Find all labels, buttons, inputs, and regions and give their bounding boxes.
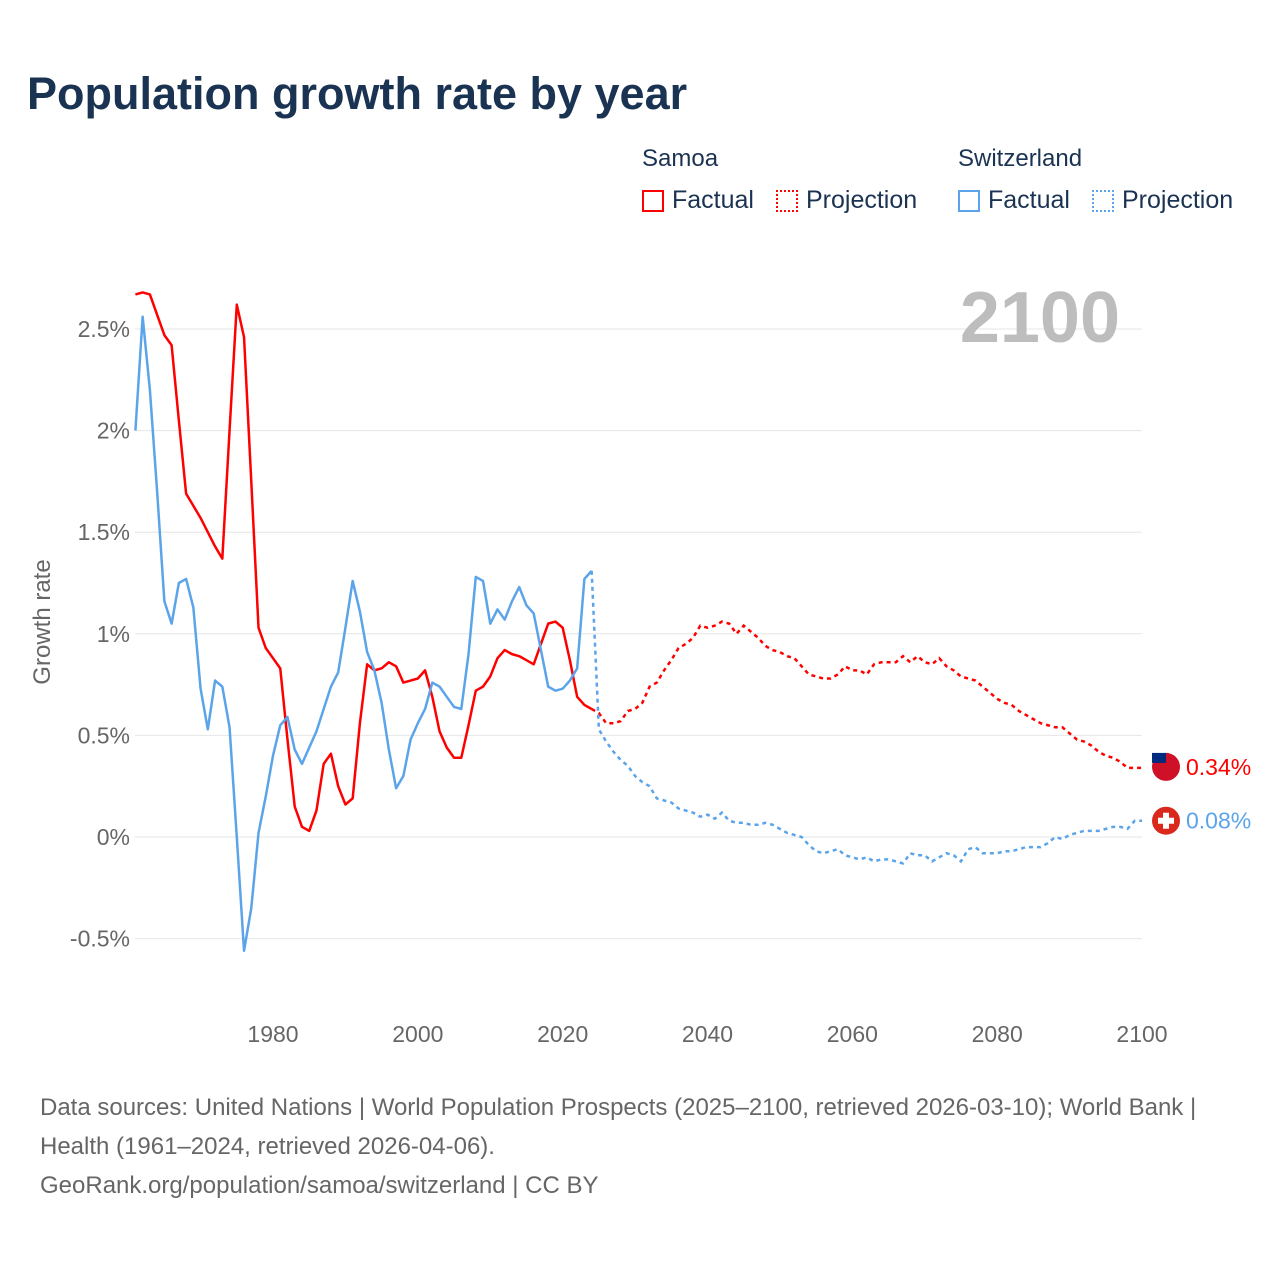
samoa-end-marker: 0.34% xyxy=(1152,752,1251,781)
chart-title: Population growth rate by year xyxy=(27,68,688,119)
y-tick-label: -0.5% xyxy=(70,926,130,952)
switzerland-factual-line xyxy=(134,315,593,953)
current-year-label: 2100 xyxy=(960,278,1120,358)
legend-item-switzerland-factual[interactable]: Factual xyxy=(958,186,1070,215)
legend-group-switzerland: Switzerland xyxy=(958,145,1083,172)
x-tick-label: 2080 xyxy=(972,1021,1023,1047)
x-tick-label: 1980 xyxy=(247,1021,298,1047)
samoa-projection-line xyxy=(591,620,1142,770)
switzerland-end-marker: 0.08% xyxy=(1152,806,1251,835)
x-tick-label: 2020 xyxy=(537,1021,588,1047)
footer: Data sources: United Nations | World Pop… xyxy=(40,1088,1240,1205)
legend-item-samoa-projection[interactable]: Projection xyxy=(776,186,917,215)
x-tick-label: 2100 xyxy=(1116,1021,1167,1047)
switzerland-projection-line xyxy=(590,570,1142,865)
samoa-flag-canton xyxy=(1152,752,1166,763)
legend-label: Projection xyxy=(1122,186,1234,214)
legend-item-switzerland-projection[interactable]: Projection xyxy=(1092,186,1233,215)
x-tick-label: 2060 xyxy=(827,1021,878,1047)
legend-label: Factual xyxy=(672,186,754,214)
y-axis-label: Growth rate xyxy=(29,559,56,684)
legend-swatch-solid xyxy=(958,189,980,212)
y-tick-label: 1.5% xyxy=(78,519,130,545)
footer-sources: Data sources: United Nations | World Pop… xyxy=(40,1094,1197,1160)
legend-group-samoa: Samoa xyxy=(642,145,719,172)
swiss-cross xyxy=(1158,817,1174,824)
y-tick-label: 1% xyxy=(97,621,130,647)
samoa-end-value: 0.34% xyxy=(1186,754,1251,780)
y-tick-label: 0% xyxy=(97,824,130,850)
switzerland-end-value: 0.08% xyxy=(1186,808,1251,834)
legend-item-samoa-factual[interactable]: Factual xyxy=(642,186,754,215)
footer-link[interactable]: GeoRank.org/population/samoa/switzerland… xyxy=(40,1172,599,1199)
y-tick-label: 2.5% xyxy=(78,316,130,342)
y-tick-label: 2% xyxy=(97,418,130,444)
y-tick-label: 0.5% xyxy=(78,722,130,748)
x-tick-label: 2040 xyxy=(682,1021,733,1047)
legend-label: Projection xyxy=(806,186,918,214)
legend-swatch-solid xyxy=(642,189,664,212)
samoa-factual-line xyxy=(135,291,593,833)
legend-swatch-dotted xyxy=(776,189,798,212)
legend-label: Factual xyxy=(988,186,1070,214)
x-tick-label: 2000 xyxy=(392,1021,443,1047)
legend-swatch-dotted xyxy=(1092,189,1114,212)
